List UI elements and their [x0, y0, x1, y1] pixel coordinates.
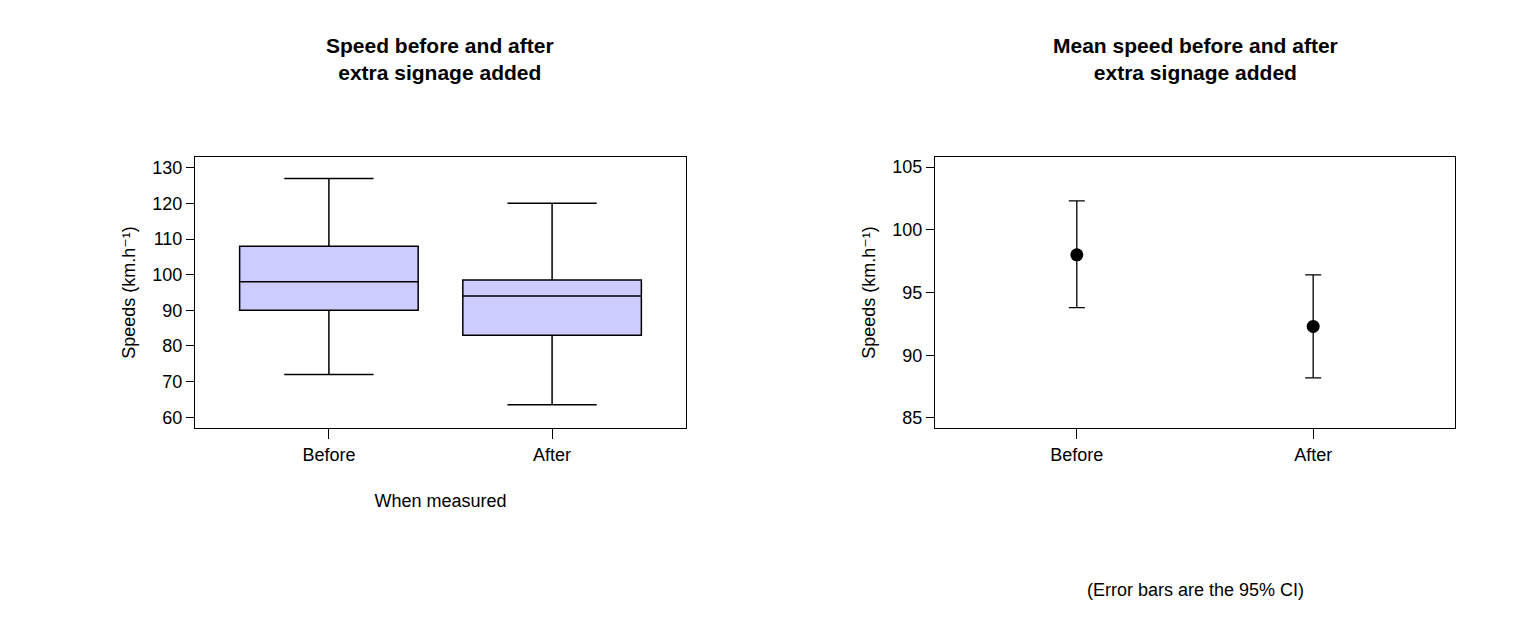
svg-text:After: After — [533, 445, 571, 465]
svg-text:Speed before and afterextra si: Speed before and afterextra signage adde… — [326, 34, 554, 84]
svg-text:80: 80 — [162, 336, 182, 356]
svg-text:130: 130 — [152, 158, 182, 178]
svg-text:100: 100 — [152, 265, 182, 285]
svg-text:110: 110 — [154, 229, 183, 249]
svg-text:100: 100 — [892, 220, 922, 240]
svg-text:Before: Before — [1050, 445, 1103, 465]
svg-text:120: 120 — [152, 194, 182, 214]
svg-text:Speeds (km.h⁻¹): Speeds (km.h⁻¹) — [859, 226, 879, 359]
svg-text:90: 90 — [902, 346, 922, 366]
svg-text:85: 85 — [902, 408, 922, 428]
svg-text:Mean speed before and afterext: Mean speed before and afterextra signage… — [1053, 34, 1338, 84]
svg-text:70: 70 — [162, 372, 182, 392]
svg-text:105: 105 — [892, 157, 922, 177]
svg-text:60: 60 — [162, 408, 182, 428]
svg-text:Speeds (km.h⁻¹): Speeds (km.h⁻¹) — [119, 226, 139, 359]
svg-text:When measured: When measured — [374, 491, 506, 511]
svg-text:(Error bars are the 95% CI): (Error bars are the 95% CI) — [1087, 580, 1304, 600]
svg-text:90: 90 — [162, 301, 182, 321]
svg-text:95: 95 — [902, 283, 922, 303]
svg-text:After: After — [1294, 445, 1332, 465]
svg-text:Before: Before — [302, 445, 355, 465]
